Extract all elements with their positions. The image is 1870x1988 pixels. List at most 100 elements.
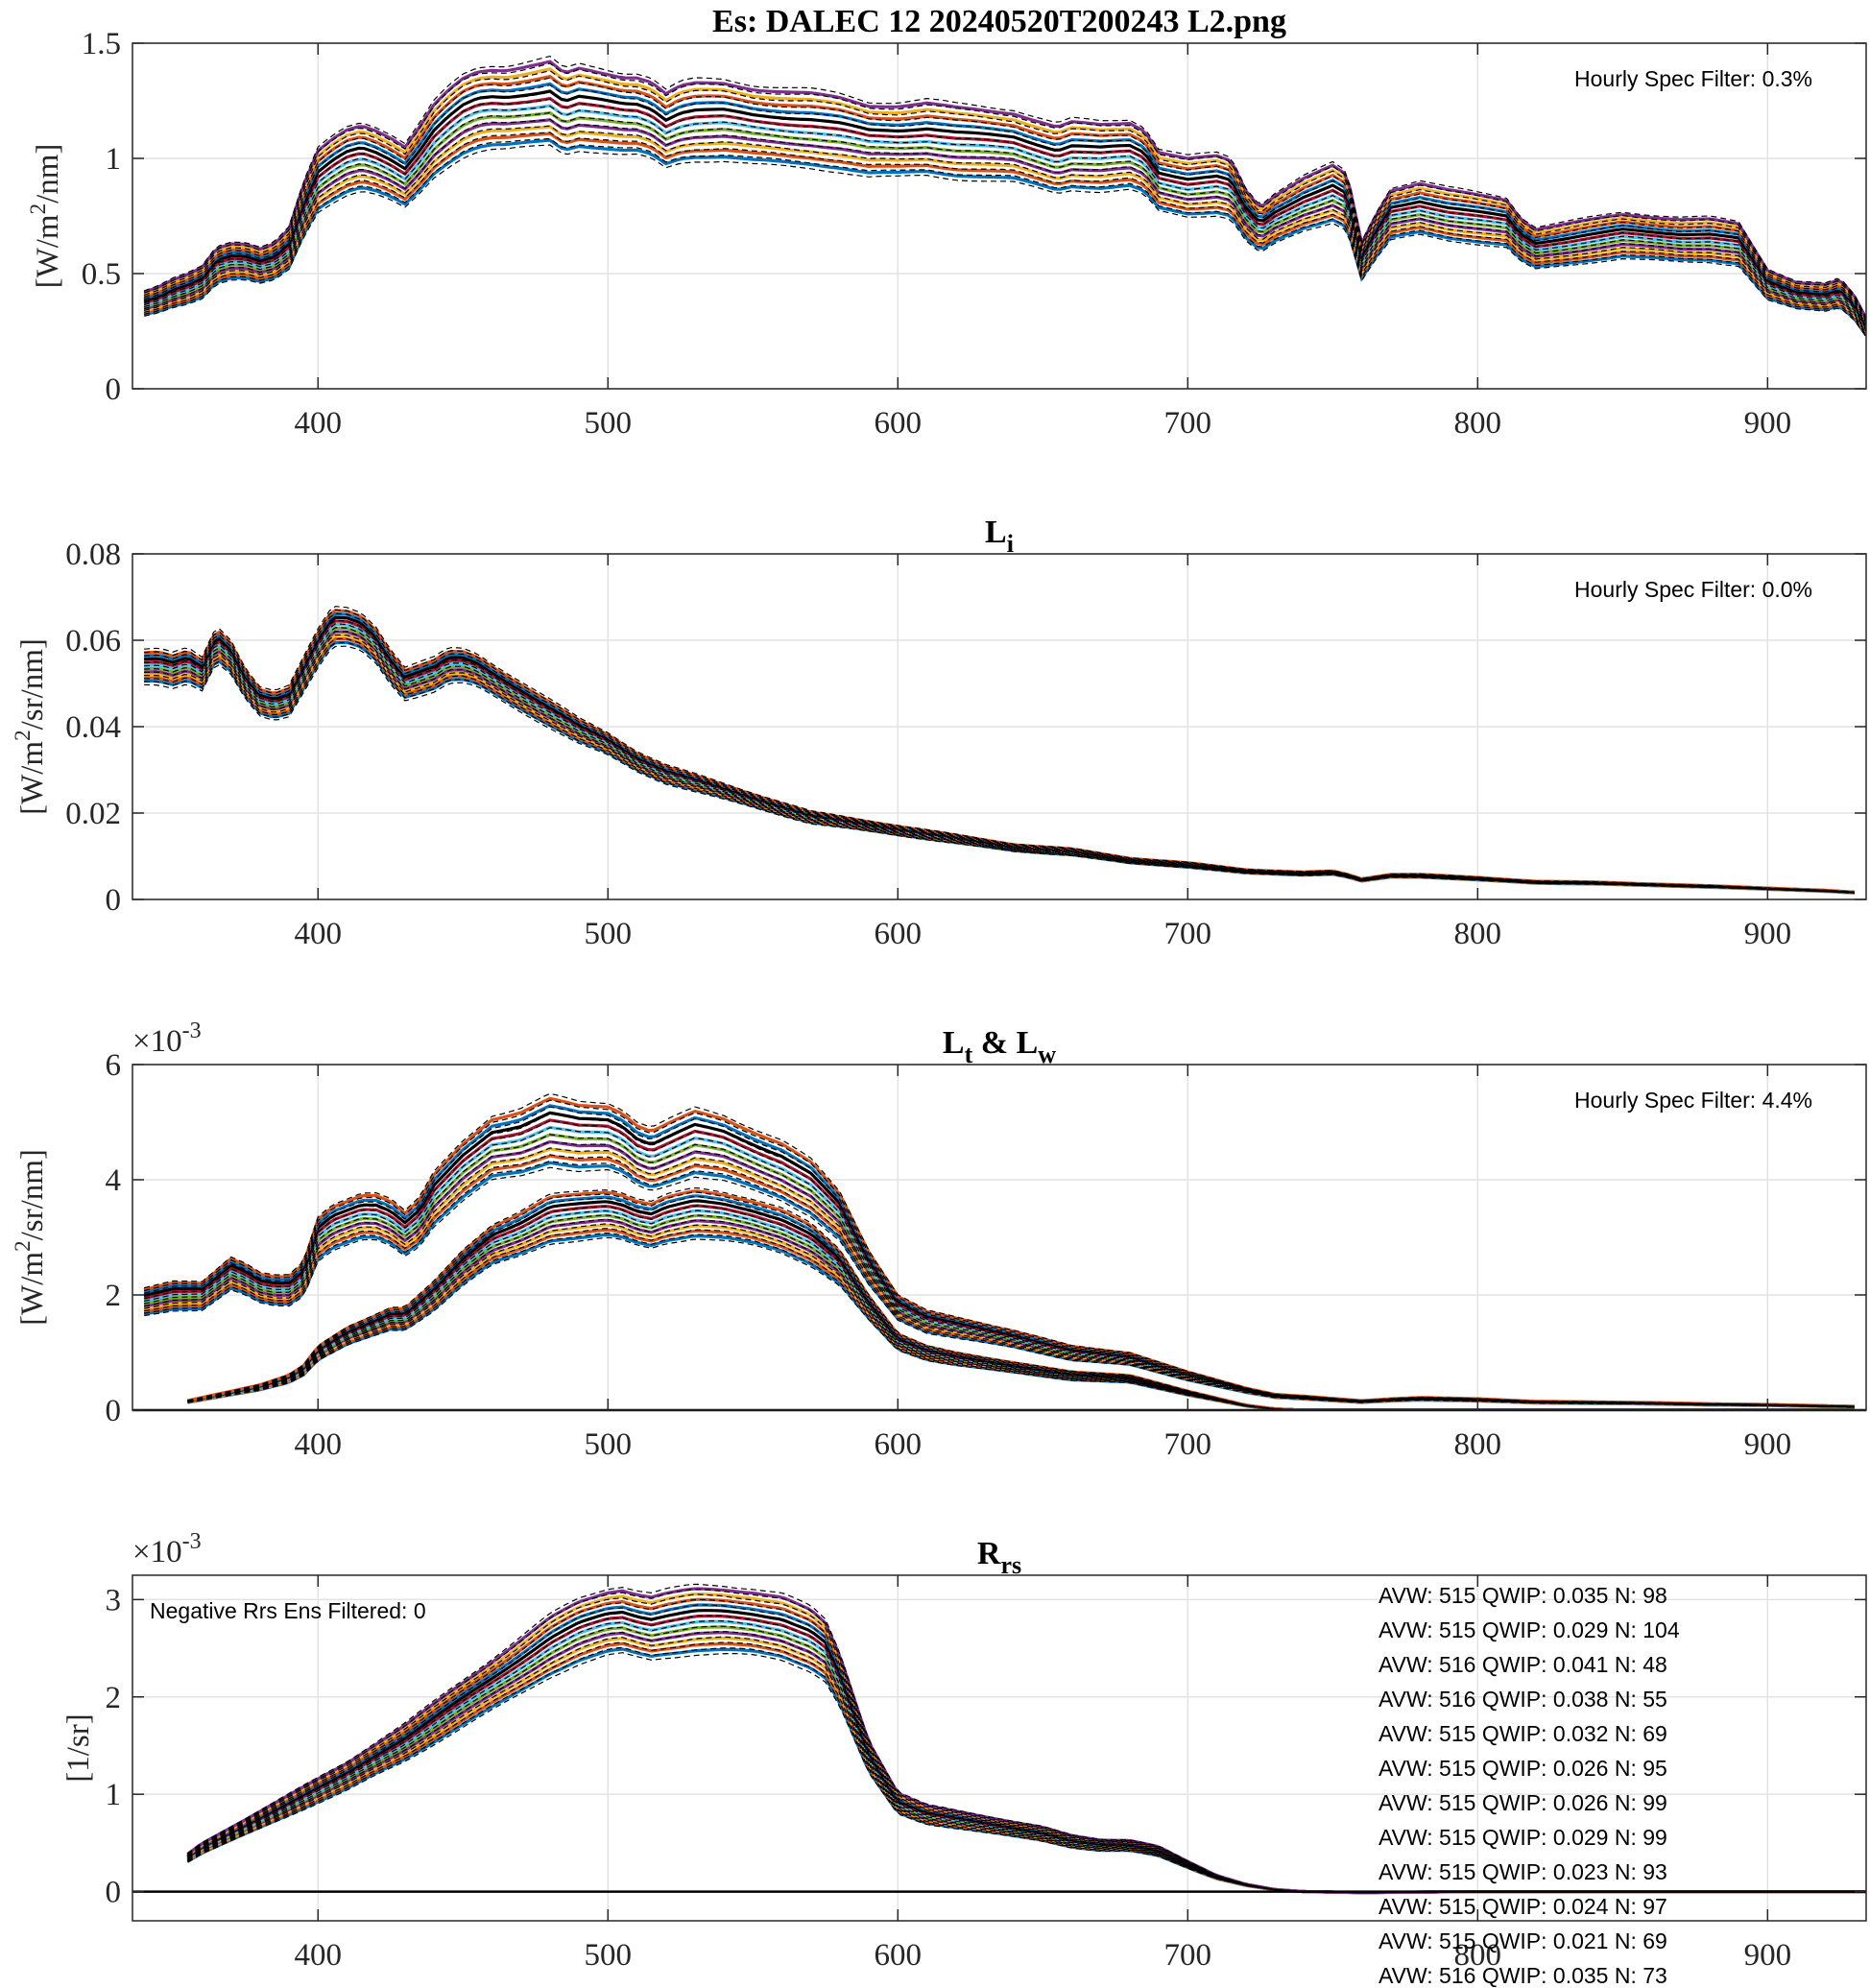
secondary-std-line: [187, 1186, 1855, 1410]
secondary-std-line: [187, 1236, 1855, 1410]
y-tick-label: 2: [106, 1279, 122, 1313]
annotation: Hourly Spec Filter: 0.3%: [1574, 66, 1812, 91]
secondary-std-line: [187, 1232, 1855, 1410]
secondary-std-line: [187, 1210, 1855, 1410]
y-tick-label: 0.02: [65, 797, 121, 831]
primary-std-line: [143, 91, 1866, 325]
primary-std-line: [143, 111, 1866, 330]
x-tick-label: 400: [295, 1427, 343, 1462]
series-group: [143, 55, 1866, 337]
annotation: Hourly Spec Filter: 0.0%: [1574, 577, 1812, 602]
x-tick-label: 700: [1164, 917, 1212, 951]
axes-box: [132, 1574, 1867, 1922]
primary-std-line: [144, 1154, 1855, 1408]
primary-series-line: [143, 74, 1866, 323]
chart-title: Es: DALEC 12 20240520T200243 L2.png: [712, 4, 1286, 39]
x-tick-label: 500: [585, 406, 633, 441]
x-tick-label: 500: [585, 1938, 633, 1973]
x-tick-label: 600: [875, 917, 923, 951]
primary-std-line: [144, 630, 1855, 894]
primary-std-line: [143, 77, 1866, 323]
qwip-entry: AVW: 515 QWIP: 0.023 N: 93: [1379, 1859, 1667, 1884]
x-tick-label: 800: [1454, 917, 1502, 951]
x-tick-label: 400: [295, 1938, 343, 1973]
primary-std-line: [143, 1099, 1855, 1407]
secondary-std-line: [187, 1191, 1855, 1410]
x-tick-label: 900: [1744, 917, 1792, 951]
y-tick-label: 0: [106, 372, 122, 407]
primary-std-line: [144, 609, 1855, 893]
secondary-std-line: [187, 1218, 1855, 1410]
y-tick-label: 0.5: [82, 257, 121, 292]
secondary-std-line: [187, 1195, 1855, 1410]
primary-std-line: [144, 623, 1855, 894]
y-axis-label: [1/sr]: [61, 1713, 96, 1782]
y-tick-label: 0: [106, 1876, 122, 1910]
primary-series-line: [143, 60, 1866, 320]
primary-std-line: [187, 1583, 1866, 1894]
primary-series-line: [143, 110, 1866, 330]
secondary-std-line: [187, 1214, 1855, 1410]
primary-std-line: [143, 69, 1866, 321]
x-tick-label: 700: [1164, 406, 1212, 441]
primary-std-line: [143, 84, 1866, 323]
y-axis-label: [W/m2/sr/nm]: [11, 1149, 50, 1326]
secondary-std-line: [187, 1205, 1855, 1410]
panel-4: 400 500 600 700 800 900 0 1 2 3 ×10-3 Rrs [1/sr] Nega…: [61, 1529, 1867, 1988]
qwip-entry: AVW: 515 QWIP: 0.032 N: 69: [1379, 1721, 1667, 1746]
primary-std-line: [143, 1113, 1855, 1407]
primary-std-line: [143, 1092, 1855, 1407]
annotation: Hourly Spec Filter: 4.4%: [1574, 1088, 1812, 1113]
exponent-label: ×10-3: [132, 1529, 202, 1569]
x-tick-label: 500: [585, 1427, 633, 1462]
primary-std-line: [144, 619, 1855, 894]
exponent-label: ×10-3: [132, 1018, 202, 1059]
primary-std-line: [143, 132, 1866, 334]
y-tick-label: 1: [106, 142, 122, 177]
x-tick-label: 800: [1454, 406, 1502, 441]
primary-std-line: [143, 125, 1866, 333]
y-tick-label: 3: [106, 1583, 122, 1617]
x-tick-label: 700: [1164, 1938, 1212, 1973]
qwip-entry: AVW: 516 QWIP: 0.035 N: 73: [1379, 1963, 1667, 1988]
qwip-entry: AVW: 515 QWIP: 0.024 N: 97: [1379, 1894, 1667, 1919]
x-tick-label: 600: [875, 406, 923, 441]
x-tick-label: 900: [1744, 406, 1792, 441]
primary-std-line: [144, 641, 1855, 894]
y-tick-label: 0.08: [65, 538, 121, 572]
chart-title: Lt & Lw: [943, 1025, 1056, 1068]
y-tick-label: 0: [106, 883, 122, 918]
secondary-std-line: [187, 1223, 1855, 1410]
x-tick-label: 800: [1454, 1938, 1502, 1973]
series-group: [144, 606, 1855, 895]
primary-std-line: [144, 615, 1855, 894]
x-tick-label: 600: [875, 1938, 923, 1973]
x-tick-label: 700: [1164, 1427, 1212, 1462]
primary-std-line: [143, 144, 1866, 337]
panel-2: 400 500 600 700 800 900 0 0.02 0.04 0.06 0.08 Li [W/…: [11, 515, 1867, 951]
annotation: Negative Rrs Ens Filtered: 0: [150, 1598, 426, 1623]
primary-std-line: [143, 62, 1866, 320]
y-tick-label: 1.5: [82, 27, 121, 61]
qwip-entry: AVW: 515 QWIP: 0.035 N: 98: [1379, 1583, 1667, 1608]
qwip-entry: AVW: 515 QWIP: 0.026 N: 95: [1379, 1756, 1667, 1781]
qwip-entry: AVW: 516 QWIP: 0.041 N: 48: [1379, 1652, 1667, 1677]
series-group: [143, 1092, 1855, 1410]
panel-1: 400 500 600 700 800 900 0 0.5 1 1.5 Es: DALEC 12 2…: [26, 4, 1867, 441]
x-tick-label: 800: [1454, 1427, 1502, 1462]
qwip-entry: AVW: 515 QWIP: 0.029 N: 104: [1379, 1617, 1680, 1642]
y-tick-label: 0.04: [65, 710, 121, 745]
primary-series-line: [143, 138, 1866, 337]
qwip-entry: AVW: 515 QWIP: 0.026 N: 99: [1379, 1790, 1667, 1815]
axes-box: [132, 42, 1867, 390]
panel-3: 400 500 600 700 800 900 0 2 4 6 ×10-3 Lt & Lw [W/m2/…: [11, 1018, 1867, 1462]
axes-box: [132, 1064, 1867, 1411]
primary-series-line: [143, 132, 1866, 335]
y-axis-label: [W/m2/nm]: [26, 144, 65, 289]
primary-std-line: [143, 105, 1866, 328]
chart-title: Li: [985, 515, 1014, 558]
y-tick-label: 2: [106, 1681, 122, 1715]
y-tick-label: 1: [106, 1778, 122, 1812]
chart-title: Rrs: [977, 1536, 1021, 1579]
